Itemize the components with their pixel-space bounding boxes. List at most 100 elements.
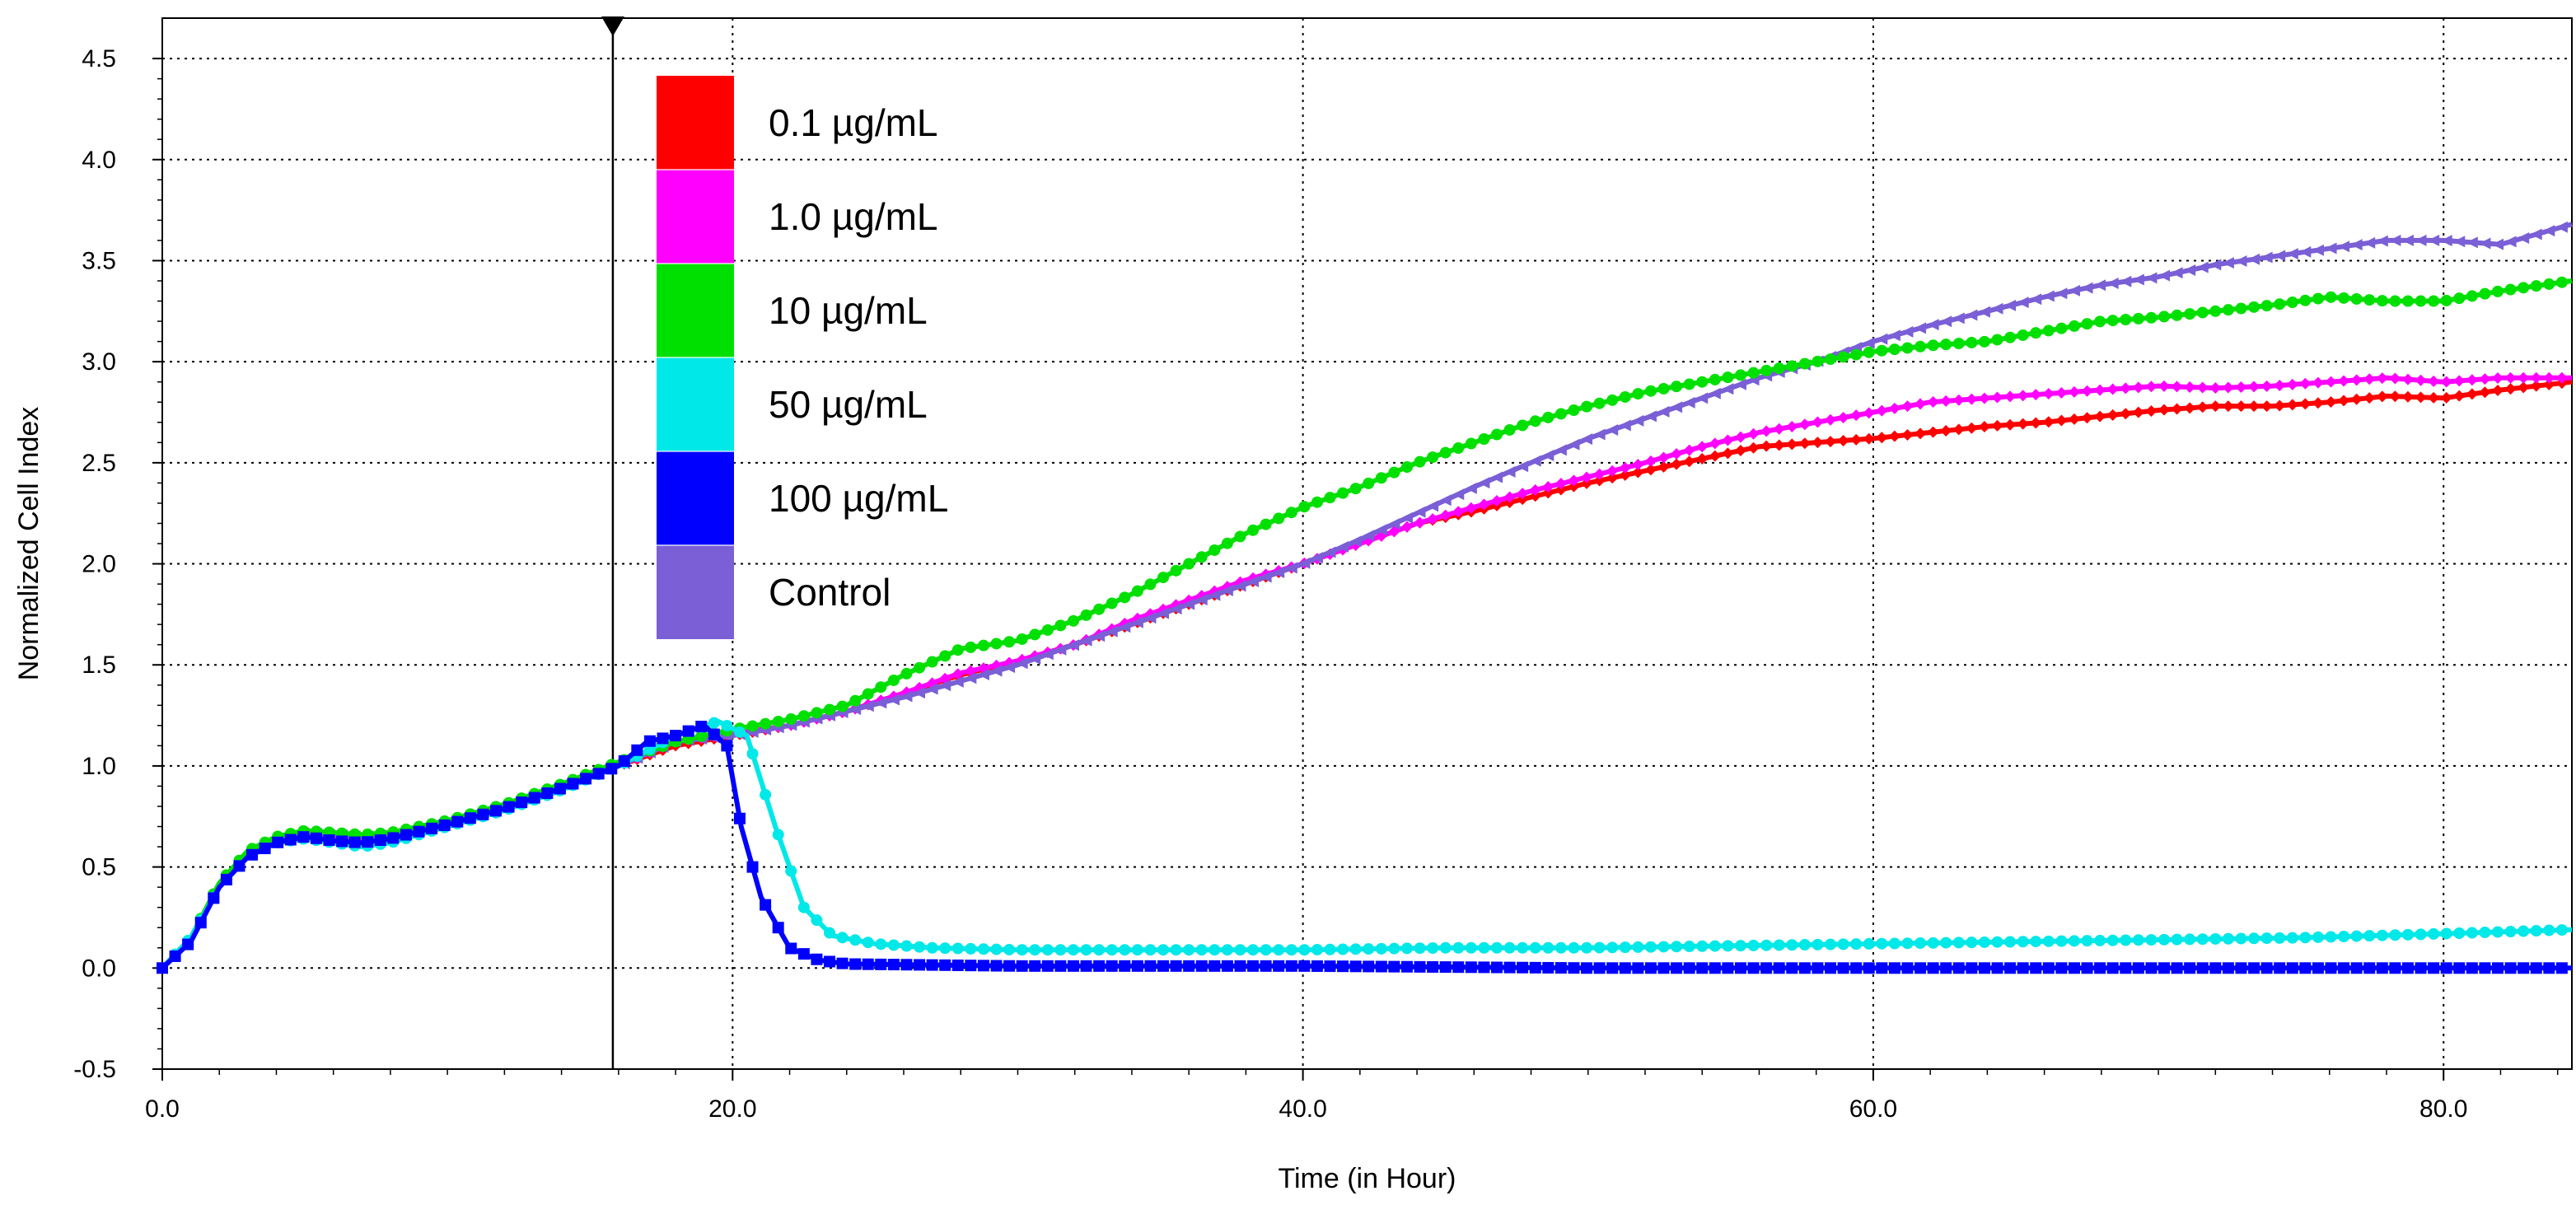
data-point: [2479, 962, 2491, 974]
data-point: [2004, 418, 2017, 431]
data-point: [1940, 425, 1952, 437]
data-point: [2492, 926, 2504, 938]
data-point: [1593, 468, 1606, 480]
data-point: [1003, 636, 1016, 648]
data-point: [2260, 932, 2273, 945]
data-point: [1863, 407, 1875, 419]
data-point: [1491, 428, 1503, 441]
data-point: [965, 672, 977, 684]
data-point: [990, 665, 1003, 677]
data-point: [2081, 282, 2093, 294]
data-point: [1093, 630, 1106, 642]
data-point: [1517, 961, 1529, 974]
data-point: [1760, 364, 1773, 376]
data-point: [1195, 960, 1208, 972]
y-axis-title: Normalized Cell Index: [13, 407, 44, 681]
data-point: [951, 959, 964, 971]
data-point: [2158, 311, 2170, 323]
data-point: [849, 703, 862, 716]
data-point: [1311, 496, 1323, 508]
data-point: [2248, 932, 2260, 945]
data-point: [1349, 483, 1362, 495]
data-point: [1298, 944, 1311, 956]
data-point: [1131, 960, 1143, 972]
data-point: [2530, 228, 2542, 241]
data-point: [2184, 962, 2196, 974]
x-axis-title: Time (in Hour): [1279, 1163, 1456, 1194]
data-point: [1773, 939, 1785, 951]
data-point: [2325, 931, 2337, 943]
data-point: [939, 650, 951, 662]
data-point: [1619, 469, 1631, 481]
data-point: [1080, 944, 1092, 956]
data-point: [2222, 257, 2234, 269]
data-point: [1927, 395, 1939, 408]
data-point: [1542, 450, 1554, 462]
data-point: [2363, 962, 2376, 974]
data-point: [374, 834, 386, 846]
data-point: [2555, 962, 2568, 974]
data-point: [2504, 926, 2517, 938]
data-point: [1427, 513, 1439, 525]
data-point: [1760, 425, 1773, 437]
data-point: [1786, 360, 1798, 372]
legend-swatch: [657, 264, 734, 357]
data-point: [1221, 960, 1233, 972]
data-point: [284, 834, 297, 846]
data-point: [887, 959, 900, 971]
data-point: [1478, 941, 1490, 954]
data-point: [2068, 413, 2080, 425]
data-point: [1247, 576, 1260, 588]
data-point: [2363, 294, 2376, 306]
y-tick-label: 3.5: [82, 247, 116, 274]
data-point: [1414, 506, 1426, 518]
data-point: [2401, 234, 2414, 246]
data-point: [1581, 962, 1593, 974]
data-point: [1786, 420, 1798, 432]
data-point: [2555, 276, 2568, 288]
data-point: [2312, 376, 2324, 389]
data-point: [182, 938, 194, 950]
data-point: [914, 959, 926, 971]
data-point: [1234, 530, 1246, 543]
y-tick-label: 1.5: [82, 652, 116, 679]
data-point: [875, 938, 887, 950]
data-point: [2132, 381, 2144, 394]
data-point: [2274, 399, 2286, 412]
data-point: [1606, 465, 1619, 477]
data-point: [1696, 392, 1709, 404]
data-point: [259, 843, 271, 855]
data-point: [2428, 375, 2440, 387]
data-point: [926, 941, 938, 954]
data-point: [246, 848, 259, 861]
data-point: [2363, 236, 2376, 249]
data-point: [400, 829, 412, 841]
data-point: [1644, 941, 1657, 953]
data-point: [2055, 962, 2068, 974]
data-point: [2325, 291, 2337, 303]
data-point: [1927, 962, 1939, 974]
data-point: [2338, 292, 2350, 304]
data-point: [1734, 369, 1746, 381]
data-point: [2440, 927, 2452, 940]
data-point: [2555, 221, 2568, 233]
data-point: [746, 720, 759, 732]
data-point: [1825, 353, 1836, 366]
data-point: [169, 950, 181, 962]
data-point: [2453, 390, 2466, 402]
data-point: [2209, 932, 2222, 945]
data-point: [2132, 962, 2144, 974]
data-point: [1106, 625, 1118, 638]
data-point: [2350, 962, 2363, 974]
data-point: [977, 639, 989, 652]
data-point: [1491, 494, 1503, 507]
data-point: [1798, 437, 1811, 450]
data-point: [2440, 294, 2452, 306]
data-point: [1632, 466, 1644, 479]
data-point: [1400, 521, 1413, 533]
data-point: [1671, 448, 1683, 460]
data-point: [1388, 525, 1400, 538]
data-point: [1195, 594, 1208, 606]
